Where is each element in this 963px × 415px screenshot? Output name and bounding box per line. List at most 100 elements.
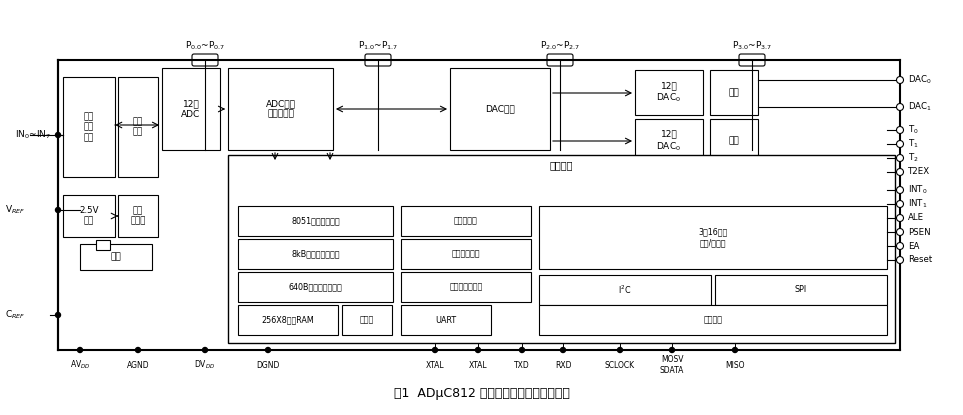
Bar — [539, 275, 711, 305]
Text: T$_1$: T$_1$ — [908, 138, 919, 150]
Bar — [118, 77, 158, 177]
Bar — [710, 119, 758, 163]
Circle shape — [897, 103, 903, 110]
Text: INT$_1$: INT$_1$ — [908, 198, 927, 210]
Text: 12位
DAC$_0$: 12位 DAC$_0$ — [657, 81, 682, 104]
Text: 640B闪速数据存储器: 640B闪速数据存储器 — [289, 283, 343, 291]
Text: T2EX: T2EX — [908, 168, 930, 176]
Bar — [401, 206, 531, 236]
Text: ADC控制
和校准逻辑: ADC控制 和校准逻辑 — [266, 99, 296, 119]
Text: 缓冲: 缓冲 — [729, 88, 740, 97]
Bar — [162, 68, 220, 150]
Text: 振荡器: 振荡器 — [360, 315, 374, 325]
FancyBboxPatch shape — [547, 54, 573, 66]
Text: DV$_{DD}$: DV$_{DD}$ — [195, 359, 216, 371]
Bar — [63, 77, 115, 177]
Text: C$_{REF}$: C$_{REF}$ — [5, 309, 25, 321]
Bar — [238, 272, 393, 302]
Text: RXD: RXD — [555, 361, 571, 369]
Text: DAC控制: DAC控制 — [485, 105, 515, 113]
Circle shape — [56, 132, 61, 137]
Circle shape — [560, 347, 565, 352]
Text: T$_2$: T$_2$ — [908, 152, 919, 164]
Circle shape — [476, 347, 481, 352]
Circle shape — [897, 76, 903, 83]
Text: DAC$_1$: DAC$_1$ — [908, 101, 932, 113]
Bar — [635, 70, 703, 115]
Bar — [715, 275, 887, 305]
Text: 缓冲: 缓冲 — [111, 252, 121, 261]
Bar — [238, 305, 338, 335]
Text: MOSV
SDATA: MOSV SDATA — [660, 355, 684, 375]
Circle shape — [897, 200, 903, 208]
Text: P$_{2.0}$~P$_{2.7}$: P$_{2.0}$~P$_{2.7}$ — [540, 40, 580, 52]
Text: 微控制器: 微控制器 — [550, 160, 573, 170]
Bar — [96, 240, 110, 250]
Circle shape — [56, 312, 61, 317]
Text: 3个16位定
时器/计数器: 3个16位定 时器/计数器 — [698, 228, 728, 247]
Text: 多路开关: 多路开关 — [704, 315, 722, 325]
Bar — [228, 68, 333, 150]
Text: 模拟
多路
开关: 模拟 多路 开关 — [84, 112, 94, 142]
Circle shape — [136, 347, 141, 352]
Bar — [450, 68, 550, 150]
FancyBboxPatch shape — [739, 54, 765, 66]
Circle shape — [56, 208, 61, 212]
Text: 电源监视器: 电源监视器 — [455, 217, 478, 225]
Circle shape — [77, 347, 83, 352]
Text: P$_{3.0}$~P$_{3.7}$: P$_{3.0}$~P$_{3.7}$ — [732, 40, 772, 52]
Text: 跟踪
保持: 跟踪 保持 — [133, 117, 143, 137]
Text: Reset: Reset — [908, 256, 932, 264]
Text: 片内串行加载器: 片内串行加载器 — [450, 283, 482, 291]
Text: 温度
传感器: 温度 传感器 — [130, 206, 145, 226]
Circle shape — [617, 347, 622, 352]
Bar — [710, 70, 758, 115]
Text: 12位
ADC: 12位 ADC — [181, 99, 200, 119]
Text: SCLOCK: SCLOCK — [605, 361, 635, 369]
Circle shape — [897, 168, 903, 176]
Circle shape — [897, 154, 903, 161]
Bar — [238, 206, 393, 236]
Text: 缓冲: 缓冲 — [729, 137, 740, 146]
Bar — [118, 195, 158, 237]
Bar — [401, 272, 531, 302]
Text: PSEN: PSEN — [908, 227, 930, 237]
Text: 8051兼容微控制器: 8051兼容微控制器 — [291, 217, 340, 225]
Text: DAC$_0$: DAC$_0$ — [908, 74, 932, 86]
Text: I$^2$C: I$^2$C — [618, 284, 632, 296]
Circle shape — [897, 215, 903, 222]
Bar — [539, 305, 887, 335]
Circle shape — [897, 256, 903, 264]
FancyBboxPatch shape — [192, 54, 218, 66]
Circle shape — [266, 347, 271, 352]
Bar — [63, 195, 115, 237]
Bar — [401, 239, 531, 269]
Circle shape — [897, 127, 903, 134]
Text: AGND: AGND — [127, 361, 149, 369]
Text: MISO: MISO — [725, 361, 744, 369]
Text: T$_0$: T$_0$ — [908, 124, 919, 136]
Circle shape — [432, 347, 437, 352]
Circle shape — [897, 242, 903, 249]
Bar — [228, 155, 895, 343]
Circle shape — [897, 229, 903, 235]
Text: DGND: DGND — [256, 361, 279, 369]
Text: XTAL: XTAL — [426, 361, 444, 369]
Circle shape — [897, 141, 903, 147]
Text: P$_{0.0}$~P$_{0.7}$: P$_{0.0}$~P$_{0.7}$ — [185, 40, 225, 52]
Circle shape — [519, 347, 525, 352]
Circle shape — [669, 347, 674, 352]
Text: XTAL: XTAL — [469, 361, 487, 369]
Text: 12位
DAC$_0$: 12位 DAC$_0$ — [657, 129, 682, 153]
Text: V$_{REF}$: V$_{REF}$ — [5, 204, 25, 216]
Text: 看门狗定时器: 看门狗定时器 — [452, 249, 481, 259]
Bar — [401, 305, 491, 335]
Text: SPI: SPI — [794, 286, 807, 295]
Circle shape — [202, 347, 207, 352]
Text: IN$_0$~IN$_7$: IN$_0$~IN$_7$ — [15, 129, 51, 141]
Text: 图1  ADμC812 数据采集系统芯片功能框图: 图1 ADμC812 数据采集系统芯片功能框图 — [394, 386, 569, 400]
Text: 2.5V
基准: 2.5V 基准 — [79, 206, 99, 226]
Text: AV$_{DD}$: AV$_{DD}$ — [69, 359, 91, 371]
Text: TXD: TXD — [514, 361, 530, 369]
Bar — [238, 239, 393, 269]
